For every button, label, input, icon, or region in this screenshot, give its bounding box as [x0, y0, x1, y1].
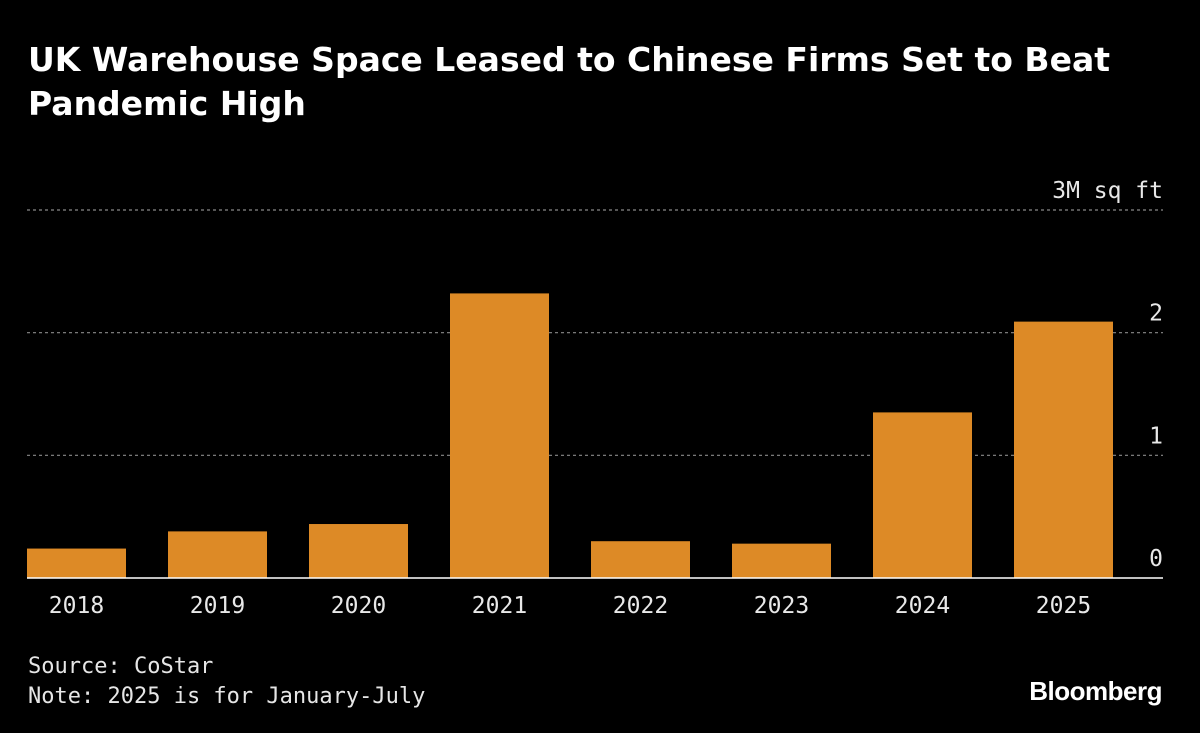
bar-2019 [168, 531, 267, 578]
chart-footer: Source: CoStar Note: 2025 is for January… [28, 652, 425, 712]
chart-title: UK Warehouse Space Leased to Chinese Fir… [28, 40, 1110, 123]
bar-2023 [732, 543, 831, 578]
y-tick-label: 1 [1149, 423, 1163, 449]
x-tick-label: 2024 [895, 593, 950, 619]
x-tick-label: 2021 [472, 593, 527, 619]
footnote: Note: 2025 is for January-July [28, 684, 426, 709]
bar-2025 [1014, 321, 1113, 578]
x-tick-label: 2022 [613, 593, 668, 619]
bar-2022 [591, 541, 690, 578]
gridlines [27, 209, 1163, 456]
bar-2024 [873, 412, 972, 578]
bar-chart: 2018 2019 2020 2021 2022 2023 2024 2025 0 1 2 3M s… [27, 178, 1163, 619]
bar-2021 [450, 293, 549, 578]
y-tick-label: 0 [1149, 546, 1163, 572]
x-tick-label: 2025 [1036, 593, 1091, 619]
bar-2020 [309, 524, 408, 578]
y-tick-labels: 0 1 2 3M sq ft [1052, 178, 1163, 572]
source-note: Source: CoStar [28, 654, 214, 679]
bar-2018 [27, 548, 126, 578]
x-tick-label: 2019 [190, 593, 245, 619]
bloomberg-logo: Bloomberg [1029, 676, 1162, 706]
bars [27, 293, 1113, 578]
x-tick-label: 2023 [754, 593, 809, 619]
x-tick-labels: 2018 2019 2020 2021 2022 2023 2024 2025 [49, 593, 1091, 619]
y-unit-label: 3M sq ft [1052, 178, 1163, 204]
y-tick-label: 2 [1149, 301, 1163, 327]
x-tick-label: 2020 [331, 593, 386, 619]
x-tick-label: 2018 [49, 593, 104, 619]
